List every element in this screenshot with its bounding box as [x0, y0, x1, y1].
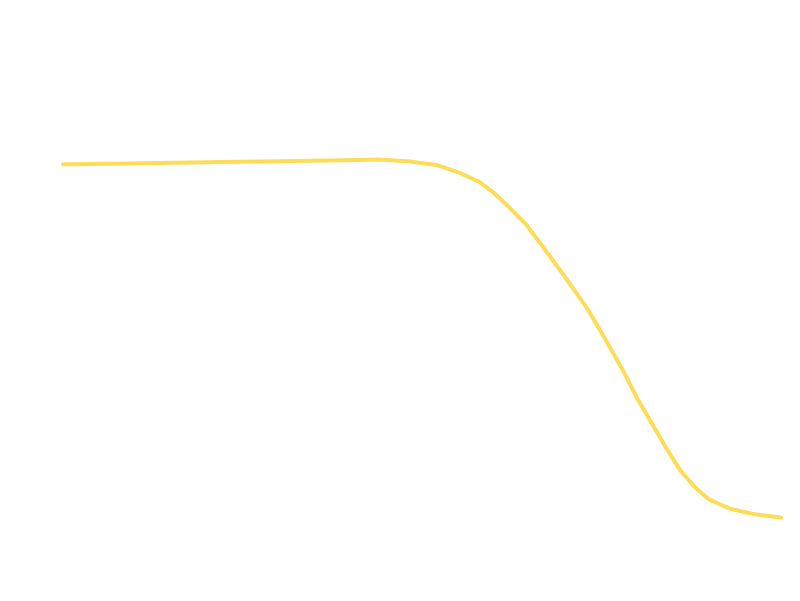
series-line-1 — [61, 157, 783, 520]
series-layer — [61, 157, 783, 520]
